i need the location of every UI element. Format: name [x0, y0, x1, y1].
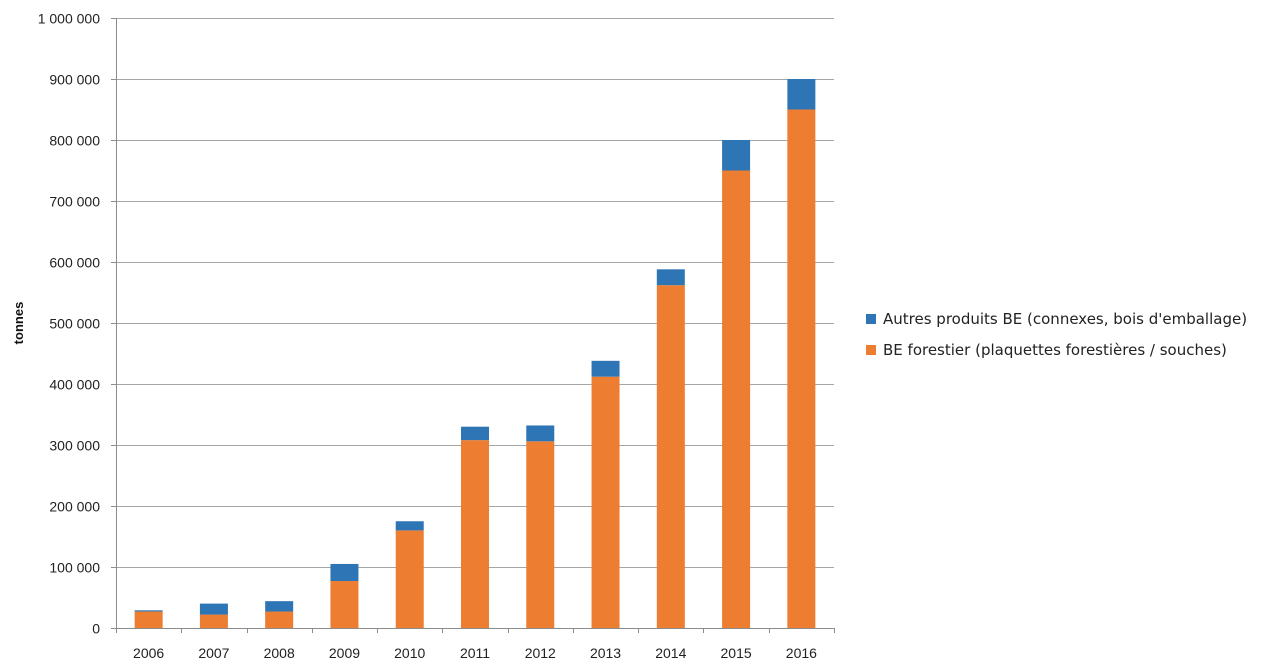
legend-item-autres-produits: Autres produits BE (connexes, bois d'emb… — [866, 308, 1247, 330]
x-tick-label: 2013 — [590, 645, 621, 660]
bar-be-forestier — [134, 611, 163, 628]
bar-be-forestier — [526, 441, 555, 628]
bar-autres-produits — [265, 601, 294, 612]
x-tick-label: 2010 — [394, 645, 425, 660]
y-tick-labels: 0 100 000 200 000 300 000 400 000 500 000 600 … — [38, 11, 101, 637]
x-tick-label: 2007 — [198, 645, 229, 660]
bar-be-forestier — [265, 611, 294, 628]
legend-label: BE forestier (plaquettes forestières / s… — [883, 341, 1227, 359]
y-tick-label: 100 000 — [49, 560, 100, 576]
legend-swatch-blue — [866, 314, 876, 324]
x-tick-label: 2006 — [133, 645, 164, 660]
bar-autres-produits — [656, 269, 685, 286]
x-tick-label: 2008 — [264, 645, 295, 660]
x-tick-label: 2009 — [329, 645, 360, 660]
bar-be-forestier — [395, 530, 424, 628]
y-tick-label: 800 000 — [49, 133, 100, 149]
x-tick-label: 2011 — [460, 645, 490, 660]
x-tick-label: 2014 — [655, 645, 686, 660]
y-tick-label: 500 000 — [49, 316, 100, 332]
x-tick-label: 2015 — [721, 645, 752, 660]
y-tick-label: 1 000 000 — [38, 11, 100, 27]
y-axis-label: tonnes — [11, 302, 26, 345]
bar-be-forestier — [330, 581, 359, 628]
bar-be-forestier — [787, 109, 816, 628]
legend-item-be-forestier: BE forestier (plaquettes forestières / s… — [866, 339, 1247, 361]
legend-swatch-orange — [866, 345, 876, 355]
bars — [134, 79, 816, 628]
y-tick-label: 700 000 — [49, 194, 100, 210]
x-tick-label: 2016 — [786, 645, 817, 660]
bar-autres-produits — [787, 79, 816, 110]
y-tick-label: 900 000 — [49, 72, 100, 88]
bar-autres-produits — [526, 425, 555, 442]
y-tick-label: 300 000 — [49, 438, 100, 454]
bar-be-forestier — [656, 285, 685, 628]
axes — [111, 18, 835, 633]
bar-autres-produits — [134, 610, 163, 612]
bar-autres-produits — [461, 426, 489, 441]
bar-autres-produits — [199, 603, 228, 615]
legend-label: Autres produits BE (connexes, bois d'emb… — [883, 310, 1248, 328]
x-tick-label: 2012 — [525, 645, 556, 660]
bar-autres-produits — [722, 140, 751, 171]
bar-be-forestier — [722, 170, 751, 628]
y-tick-label: 400 000 — [49, 377, 100, 393]
bar-autres-produits — [395, 521, 424, 531]
gridlines — [116, 18, 834, 568]
y-tick-label: 600 000 — [49, 255, 100, 271]
legend: Autres produits BE (connexes, bois d'emb… — [866, 308, 1247, 370]
y-tick-label: 0 — [92, 621, 100, 637]
bar-autres-produits — [591, 360, 620, 377]
bar-be-forestier — [591, 376, 620, 628]
bar-be-forestier — [199, 614, 228, 628]
bar-be-forestier — [461, 440, 489, 628]
y-tick-label: 200 000 — [49, 499, 100, 515]
x-tick-labels: 2006 2007 2008 2009 2010 2011 2012 2013 2014 2015… — [133, 645, 817, 660]
bar-autres-produits — [330, 563, 359, 582]
